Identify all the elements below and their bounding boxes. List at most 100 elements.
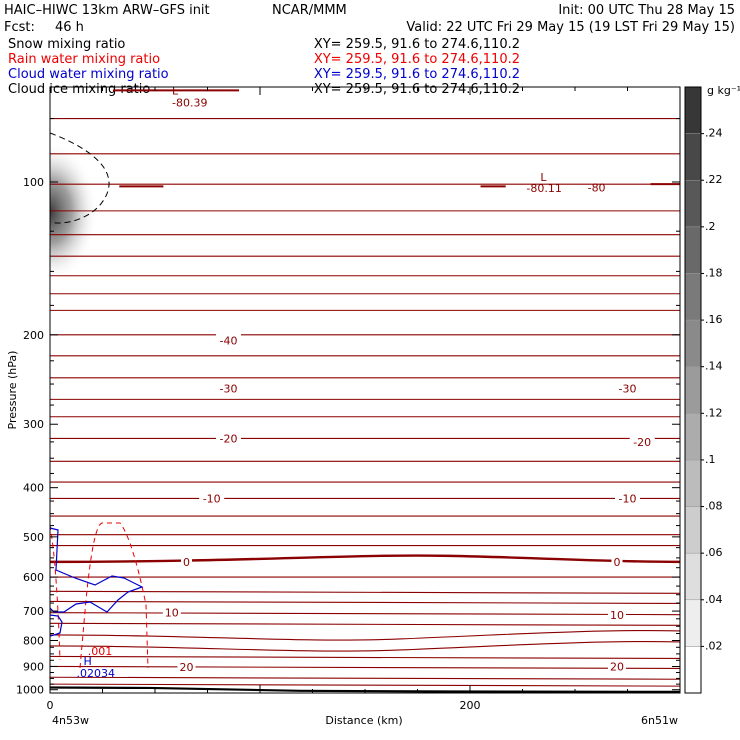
field-xy-snow: XY= 259.5, 91.6 to 274.6,110.2: [314, 37, 520, 52]
isotherm-line: [50, 676, 680, 680]
colorbar-swatch: [684, 646, 702, 694]
contour-label: -30: [220, 382, 238, 395]
colorbar-unit: g kg⁻¹: [707, 84, 740, 97]
colorbar-tick-label: .24: [705, 127, 723, 140]
colorbar-swatch: [684, 319, 702, 367]
contour-label: -20: [220, 432, 238, 445]
colorbar-tick-label: .08: [705, 500, 723, 513]
cloud-water-contour-inner: [50, 614, 63, 637]
cloud-water-max-value: .02034: [77, 667, 116, 680]
colorbar-tick-label: .12: [705, 406, 723, 419]
contour-label-bg: [216, 381, 241, 394]
isotherm-line: [50, 665, 680, 670]
low-marker: L: [172, 84, 179, 97]
contour-label-bg: [181, 554, 192, 567]
contour-label-bg: [615, 381, 640, 394]
isotherm-line: [50, 590, 680, 594]
y-tick-label: 500: [23, 531, 44, 544]
contour-label-bg: [216, 431, 241, 444]
contour-label-bg: [608, 659, 626, 672]
colorbar-tick-label: .18: [705, 266, 723, 279]
colorbar-tick-label: .06: [705, 546, 723, 559]
y-tick-label: 400: [23, 482, 44, 495]
contour-label: 20: [180, 661, 194, 674]
field-xy-rain: XY= 259.5, 91.6 to 274.6,110.2: [314, 52, 520, 67]
contour-label-bg: [216, 333, 241, 346]
colorbar-frame: [684, 86, 702, 694]
contour-label: 10: [610, 609, 624, 622]
y-tick-label: 200: [23, 329, 44, 342]
valid-time: Valid: 22 UTC Fri 29 May 15 (19 LST Fri …: [406, 20, 735, 35]
contour-label: 0: [614, 556, 621, 569]
colorbar-tick-label: .14: [705, 360, 723, 373]
contour-label: -20: [633, 436, 651, 449]
field-name-rain: Rain water mixing ratio: [8, 52, 160, 67]
rain-contour-left: [50, 524, 61, 661]
x-axis: 0 20 0: [47, 87, 681, 712]
contour-label: -30: [619, 382, 637, 395]
y-tick-label: 900: [23, 660, 44, 673]
colorbar-swatch: [684, 86, 702, 134]
x-tick-label: 0: [47, 699, 54, 712]
isotherm-line: [50, 622, 680, 626]
contour-label: 10: [165, 607, 179, 620]
colorbar-swatch: [684, 226, 702, 274]
terrain-surface-line: [50, 686, 680, 693]
y-tick-label: 100: [23, 176, 44, 189]
colorbar-swatch: [684, 459, 702, 507]
x-left-location: 4n53w: [52, 714, 89, 727]
fcst-value: 46 h: [55, 20, 84, 35]
isotherm-line: [50, 600, 680, 604]
colorbar-swatch: [684, 552, 702, 601]
low-value: -80.39: [172, 96, 207, 109]
field-xy-cloud-ice: XY= 259.5, 91.6 to 274.6,110.2: [314, 82, 520, 97]
contour-label-bg: [177, 660, 196, 673]
field-name-cloud-ice: Cloud ice mixing ratio: [8, 82, 150, 97]
isotherm-line: [50, 641, 680, 652]
isotherm-line: [50, 683, 680, 687]
y-tick-label: 700: [23, 605, 44, 618]
isotherm-line: [50, 612, 680, 616]
colorbar-swatch: [684, 179, 702, 228]
snow-contour: [50, 132, 110, 224]
init-time: Init: 00 UTC Thu 28 May 15: [558, 3, 735, 18]
low-marker: L: [540, 171, 547, 184]
contour-label-bg: [608, 607, 626, 620]
contour-label: -80: [588, 182, 606, 195]
rain-contour-label: .001: [88, 645, 113, 658]
contour-label: -10: [619, 492, 637, 505]
contour-label-bg: [615, 491, 640, 504]
x-right-location: 6n51w: [641, 714, 678, 727]
y-tick-label: 1000: [16, 684, 44, 697]
low-value: -80.11: [526, 182, 561, 195]
rain-contour-right: [79, 522, 149, 669]
contour-label-bg: [611, 554, 623, 567]
field-name-cloud-water: Cloud water mixing ratio: [8, 67, 169, 82]
y-tick-label: 800: [23, 635, 44, 648]
contour-label: 20: [610, 660, 624, 673]
cloud-water-max-marker: H: [84, 655, 92, 668]
contour-labels: -40 -30 -30 -20 -20 -10 -10 0 0 10 10 20 20: [162, 333, 655, 674]
contour-label-bg: [162, 605, 181, 618]
plot-area: -40 -30 -30 -20 -20 -10 -10 0 0 10 10 20 20 L -80.39…: [50, 84, 680, 693]
contour-label: 0: [183, 556, 190, 569]
colorbar-swatch: [684, 413, 702, 461]
contour-label: -40: [220, 334, 238, 347]
colorbar-tick-label: .16: [705, 313, 723, 326]
colorbar: .02 .04 .06 .08 .1 .12 .14 .16 .18 .2 .22 .24: [684, 86, 723, 694]
field-xy-cloud-water: XY= 259.5, 91.6 to 274.6,110.2: [314, 67, 520, 82]
contour-label: -10: [203, 492, 221, 505]
temperature-contours: [50, 89, 680, 687]
colorbar-swatch: [684, 133, 702, 181]
y-axis-title: Pressure (hPa): [6, 351, 19, 430]
colorbar-swatch: [684, 599, 702, 647]
cloud-water-contour: [50, 527, 144, 613]
isotherm-line: [50, 655, 680, 660]
colorbar-tick-label: .04: [705, 593, 723, 606]
model-title: HAIC–HIWC 13km ARW–GFS init: [4, 3, 210, 18]
fcst-label: Fcst:: [4, 20, 35, 35]
org-label: NCAR/MMM: [272, 3, 347, 18]
y-tick-label: 300: [23, 418, 44, 431]
